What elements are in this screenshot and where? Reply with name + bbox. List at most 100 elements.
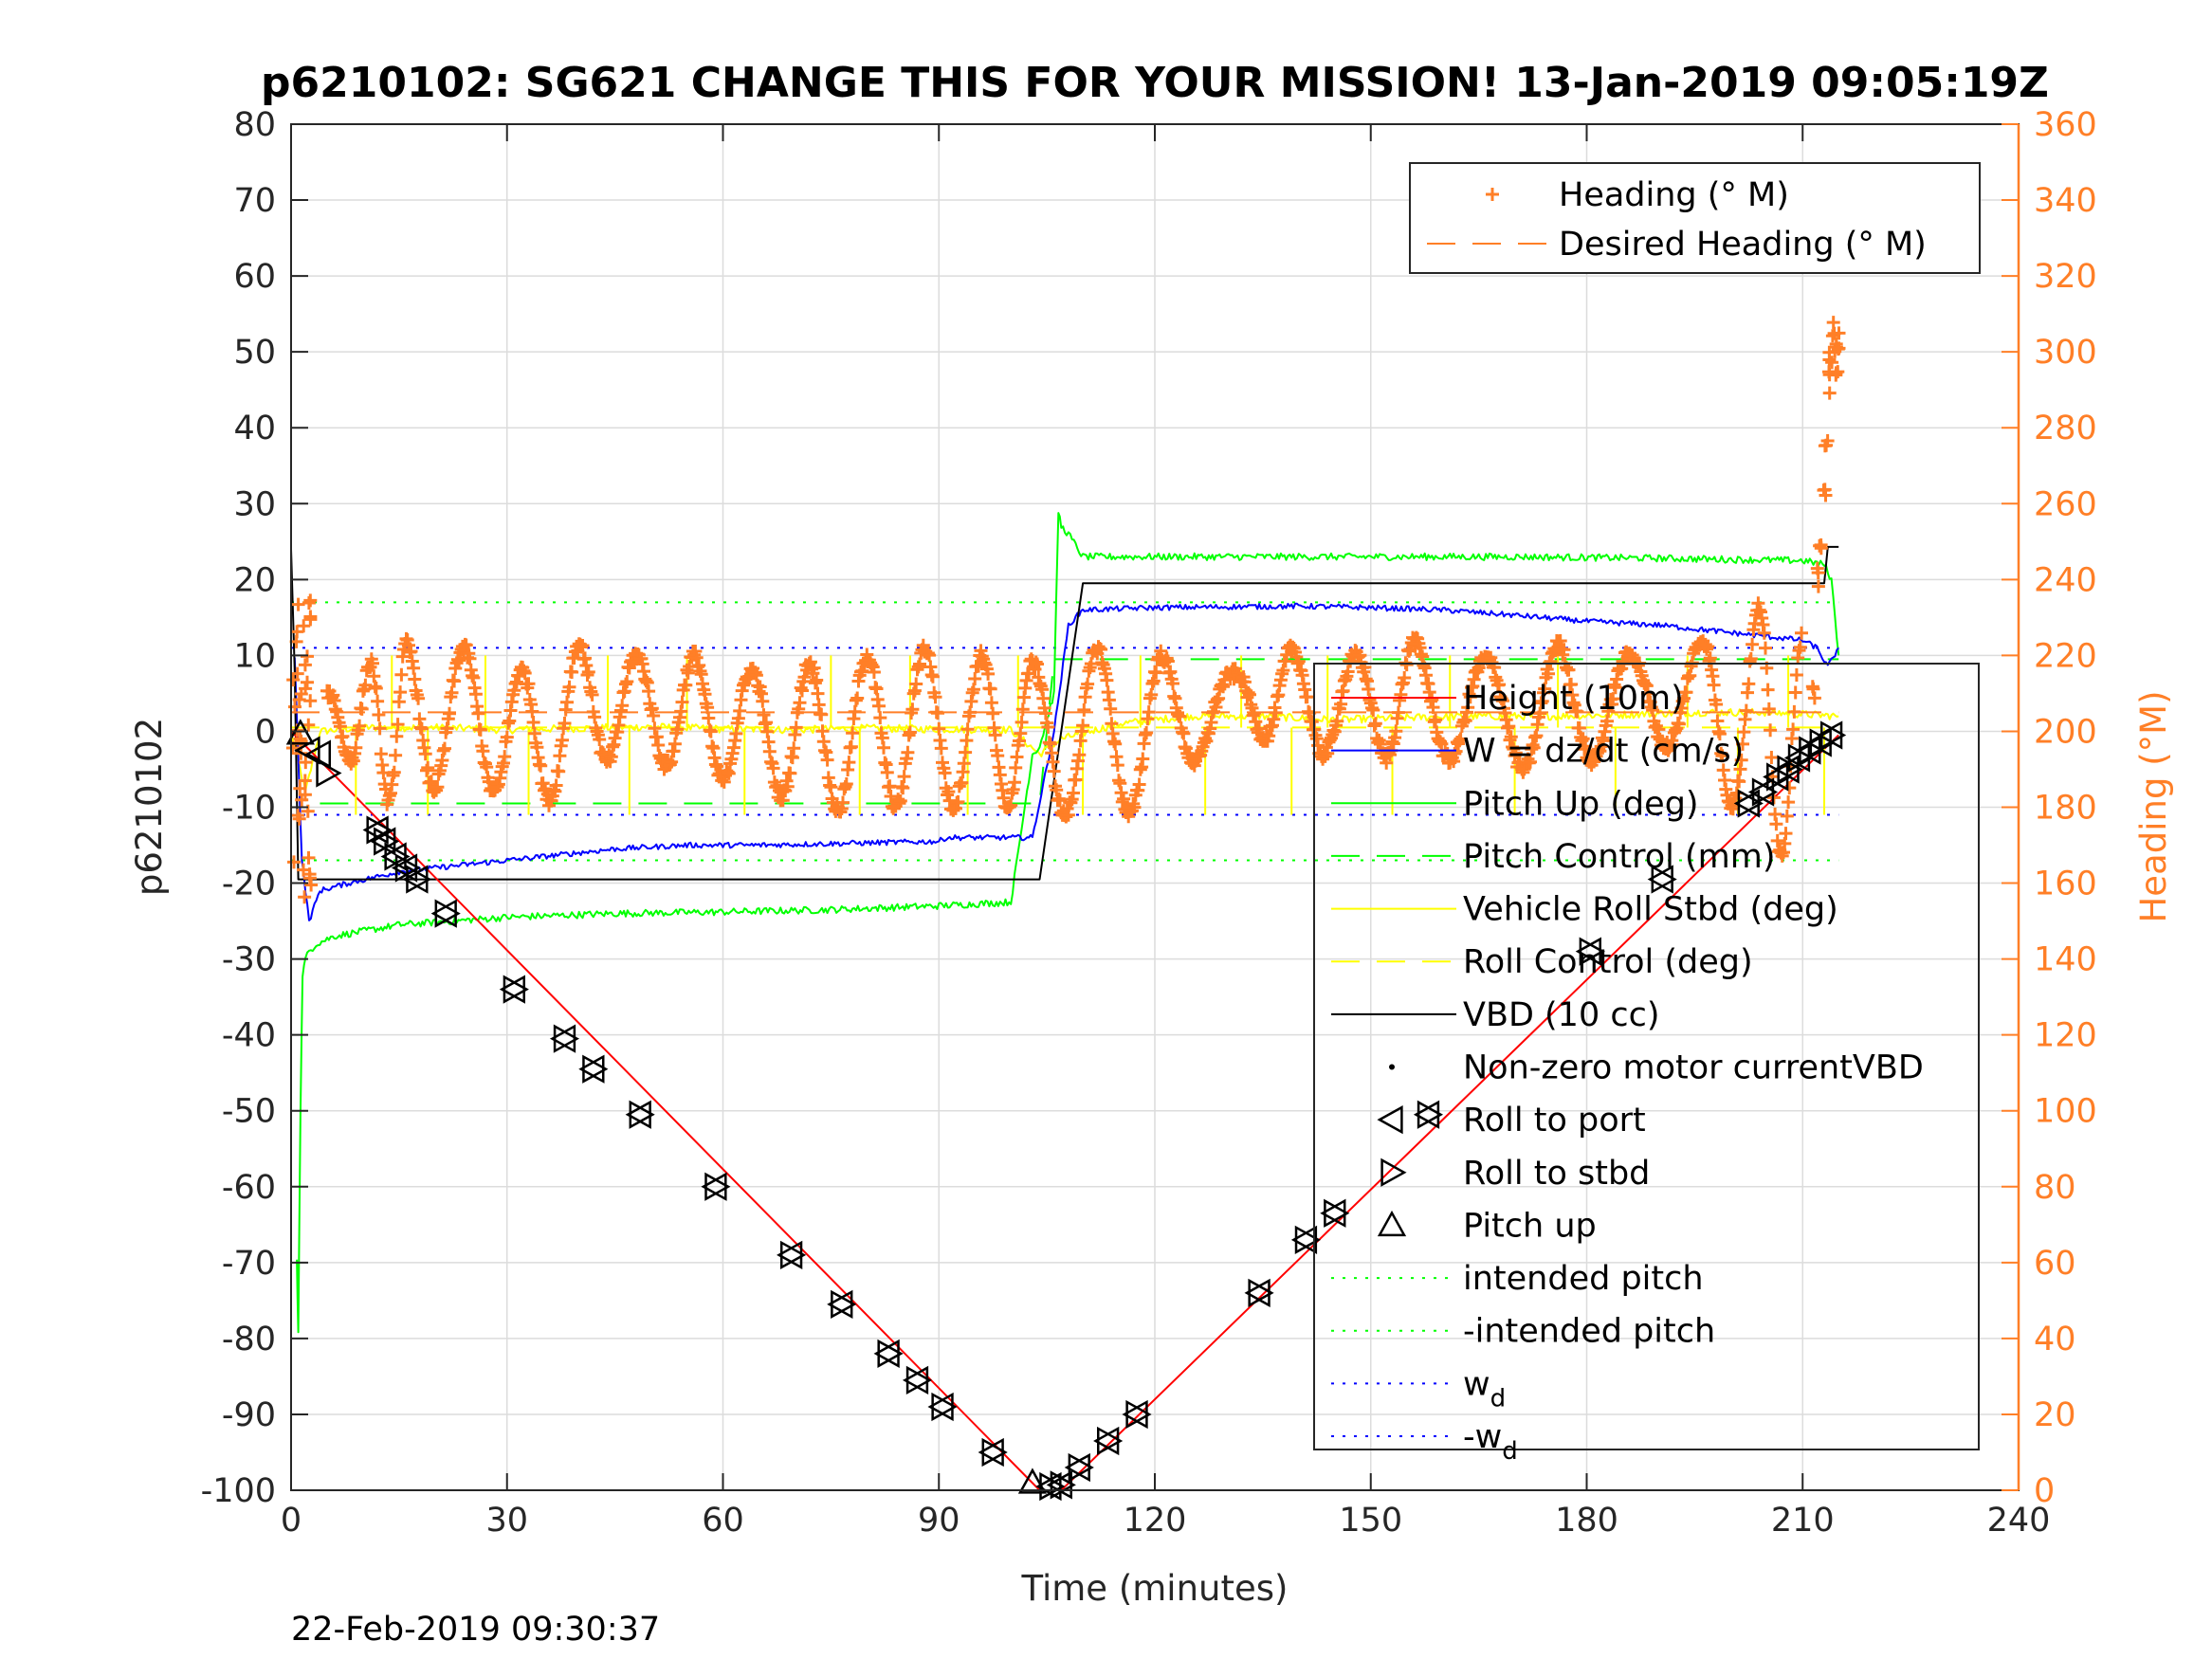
heading-marker bbox=[414, 721, 429, 736]
heading-marker bbox=[787, 741, 801, 756]
chart-title: p6210102: SG621 CHANGE THIS FOR YOUR MIS… bbox=[261, 59, 2049, 107]
heading-marker bbox=[291, 597, 305, 611]
heading-marker bbox=[1606, 692, 1620, 706]
legend-main-label-text: -intended pitch bbox=[1463, 1313, 1715, 1351]
marker-right bbox=[316, 758, 342, 788]
heading-marker bbox=[925, 669, 940, 684]
heading-marker bbox=[1786, 722, 1801, 737]
heading-marker bbox=[848, 704, 862, 719]
legend-main-label-text: Pitch Control (mm) bbox=[1463, 838, 1775, 876]
heading-marker bbox=[549, 778, 563, 793]
heading-marker bbox=[983, 682, 997, 696]
heading-marker bbox=[988, 728, 1002, 742]
heading-marker bbox=[1149, 665, 1163, 680]
y2-tick-label: 220 bbox=[2034, 637, 2097, 675]
heading-marker bbox=[836, 795, 850, 810]
y2-tick-label: 180 bbox=[2034, 790, 2097, 828]
legend-main-label: Roll to stbd bbox=[1463, 1155, 1650, 1193]
legend-main-label: Non-zero motor currentVBD bbox=[1463, 1049, 1924, 1087]
heading-marker bbox=[850, 691, 865, 705]
heading-marker bbox=[391, 718, 405, 732]
heading-marker bbox=[1822, 353, 1837, 367]
heading-marker bbox=[991, 749, 1005, 763]
heading-marker bbox=[1144, 687, 1159, 702]
heading-marker bbox=[931, 706, 944, 720]
y-tick-label: -60 bbox=[222, 1169, 276, 1207]
heading-marker bbox=[353, 719, 367, 733]
heading-marker bbox=[934, 741, 948, 756]
heading-marker bbox=[1166, 677, 1179, 690]
heading-marker bbox=[1132, 777, 1146, 792]
legend-heading-label: Desired Heading (° M) bbox=[1559, 226, 1927, 264]
heading-marker bbox=[438, 741, 451, 756]
heading-marker bbox=[1508, 746, 1523, 760]
footer-timestamp: 22-Feb-2019 09:30:37 bbox=[291, 1611, 660, 1649]
marker-right bbox=[1097, 1426, 1124, 1456]
heading-marker bbox=[877, 740, 890, 755]
heading-marker bbox=[810, 673, 824, 687]
heading-marker bbox=[1811, 566, 1825, 580]
legend-main-swatch-tri-up bbox=[1377, 1210, 1407, 1237]
marker-right bbox=[981, 1437, 1008, 1468]
series-line-pitch-up-deg bbox=[296, 512, 1840, 1334]
heading-marker bbox=[1461, 701, 1475, 715]
heading-marker bbox=[302, 596, 316, 610]
heading-marker bbox=[387, 765, 401, 779]
heading-marker bbox=[576, 639, 590, 652]
heading-marker bbox=[1707, 678, 1721, 692]
heading-marker bbox=[1389, 724, 1403, 738]
marker-left bbox=[370, 827, 396, 856]
legend-main-label: wd bbox=[1463, 1365, 1506, 1413]
heading-marker bbox=[1492, 678, 1507, 692]
marker-left bbox=[978, 1437, 1004, 1468]
legend-main-label: Pitch Control (mm) bbox=[1463, 838, 1775, 876]
legend-main-label-text: w bbox=[1463, 1365, 1490, 1403]
heading-marker bbox=[355, 702, 369, 716]
y-tick-label: 50 bbox=[233, 334, 276, 372]
heading-marker bbox=[556, 733, 569, 747]
heading-marker bbox=[1762, 702, 1776, 716]
heading-marker bbox=[844, 739, 858, 754]
heading-marker bbox=[981, 666, 996, 681]
heading-marker bbox=[418, 747, 432, 761]
heading-marker bbox=[1811, 579, 1825, 593]
heading-marker bbox=[297, 619, 311, 633]
marker-left bbox=[1290, 1225, 1318, 1254]
heading-marker bbox=[1672, 717, 1686, 731]
x-tick-label: 180 bbox=[1555, 1502, 1618, 1540]
legend-main-label: Height (10m) bbox=[1463, 680, 1684, 718]
legend-main-label-text: Roll to stbd bbox=[1463, 1155, 1650, 1193]
heading-marker bbox=[797, 670, 812, 684]
legend-main-label-text: Roll Control (deg) bbox=[1463, 943, 1753, 981]
marker-left bbox=[1413, 1100, 1440, 1129]
legend-main-label: Vehicle Roll Stbd (deg) bbox=[1463, 891, 1838, 929]
heading-marker bbox=[369, 682, 383, 695]
marker-left bbox=[294, 736, 320, 765]
heading-marker bbox=[909, 677, 923, 691]
heading-marker bbox=[1008, 775, 1021, 790]
heading-marker bbox=[1832, 326, 1846, 340]
heading-marker bbox=[1269, 705, 1283, 720]
heading-marker bbox=[468, 687, 483, 702]
marker-right bbox=[1579, 937, 1605, 966]
marker-left bbox=[1773, 755, 1800, 784]
legend-main-label-text: Roll to port bbox=[1463, 1102, 1646, 1139]
marker-right bbox=[1294, 1225, 1322, 1254]
heading-marker bbox=[473, 722, 487, 737]
heading-marker bbox=[1829, 368, 1843, 382]
heading-marker bbox=[1072, 748, 1087, 762]
heading-marker bbox=[704, 724, 718, 738]
heading-marker bbox=[1094, 643, 1108, 656]
heading-marker bbox=[901, 745, 915, 759]
y-tick-label: -100 bbox=[201, 1472, 276, 1510]
heading-marker bbox=[303, 612, 318, 627]
x-tick-label: 240 bbox=[1987, 1502, 2051, 1540]
marker-right bbox=[582, 1054, 609, 1084]
heading-marker bbox=[373, 721, 387, 736]
y2-tick-label: 320 bbox=[2034, 258, 2097, 296]
marker-right bbox=[1751, 777, 1779, 807]
heading-marker bbox=[780, 779, 795, 793]
marker-left bbox=[777, 1240, 803, 1269]
marker-layer bbox=[285, 719, 1847, 1502]
